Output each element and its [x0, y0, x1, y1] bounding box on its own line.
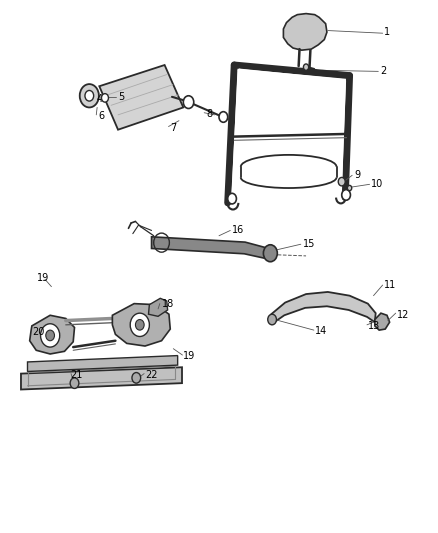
Circle shape	[70, 378, 79, 389]
Circle shape	[268, 314, 276, 325]
Text: 19: 19	[184, 351, 195, 361]
Polygon shape	[28, 356, 178, 372]
Text: 14: 14	[315, 326, 327, 336]
Circle shape	[135, 319, 144, 330]
Text: 15: 15	[303, 239, 315, 249]
Circle shape	[80, 84, 99, 108]
Polygon shape	[113, 304, 170, 346]
Circle shape	[102, 94, 109, 102]
Circle shape	[130, 313, 149, 336]
Text: 11: 11	[385, 280, 397, 290]
Text: 21: 21	[70, 370, 82, 380]
Text: 16: 16	[232, 225, 244, 236]
Text: 1: 1	[385, 27, 391, 37]
Circle shape	[338, 177, 345, 186]
Text: 10: 10	[371, 179, 384, 189]
Text: 5: 5	[118, 92, 124, 102]
Text: 20: 20	[33, 327, 45, 337]
Circle shape	[184, 96, 194, 109]
Polygon shape	[30, 316, 74, 354]
Circle shape	[304, 64, 309, 70]
Circle shape	[347, 185, 352, 191]
Text: 18: 18	[162, 298, 174, 309]
Text: 6: 6	[98, 111, 104, 121]
Text: 12: 12	[397, 310, 410, 320]
Text: 7: 7	[170, 123, 177, 133]
Polygon shape	[152, 237, 270, 259]
Polygon shape	[270, 292, 376, 324]
Text: 8: 8	[206, 109, 212, 119]
Polygon shape	[375, 313, 390, 330]
Circle shape	[41, 324, 60, 347]
Text: 22: 22	[145, 370, 158, 380]
Circle shape	[263, 245, 277, 262]
Circle shape	[85, 91, 94, 101]
Circle shape	[228, 193, 237, 204]
Text: 9: 9	[354, 171, 360, 180]
Text: 4: 4	[96, 94, 102, 104]
Polygon shape	[283, 13, 327, 50]
Polygon shape	[148, 298, 168, 317]
Polygon shape	[99, 65, 184, 130]
Text: 19: 19	[37, 273, 49, 283]
Text: 13: 13	[368, 321, 380, 331]
Circle shape	[132, 373, 141, 383]
Circle shape	[219, 112, 228, 122]
Polygon shape	[21, 367, 182, 390]
Text: 2: 2	[380, 67, 386, 76]
Circle shape	[46, 330, 54, 341]
Circle shape	[342, 190, 350, 200]
